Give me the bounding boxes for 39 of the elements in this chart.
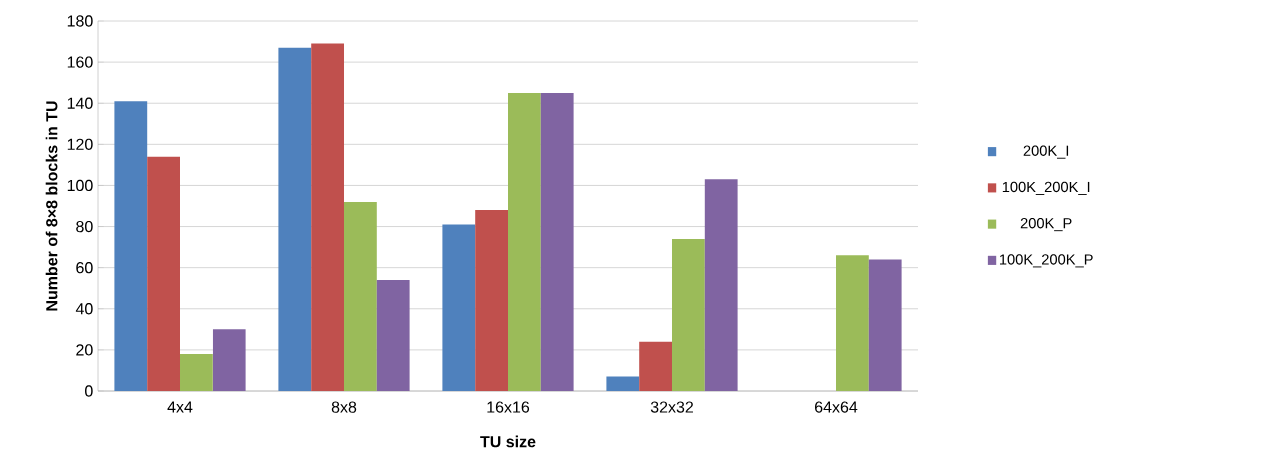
bar [442, 224, 476, 391]
y-tick-label: 80 [76, 220, 93, 233]
bar [639, 341, 672, 391]
bar [836, 255, 869, 391]
legend-label: 200K_I [1023, 145, 1069, 159]
y-tick-label: 180 [67, 15, 93, 27]
bar [212, 329, 246, 391]
y-tick-label: 100 [67, 179, 93, 192]
y-axis-title: Number of 8×8 blocks in TU [45, 101, 58, 311]
bar [344, 201, 377, 391]
x-axis-title: TU size [480, 435, 536, 448]
y-tick-label: 40 [75, 303, 93, 315]
y-tick-label: 60 [76, 262, 93, 274]
x-tick-label: 8x8 [331, 401, 357, 413]
y-tick-label: 0 [85, 385, 93, 397]
x-tick-label: 64x64 [815, 401, 858, 413]
bar [672, 238, 705, 391]
x-tick-label: 32x32 [650, 401, 693, 413]
y-tick-label: 140 [67, 97, 93, 109]
bar [278, 47, 312, 391]
x-tick-label: 16x16 [487, 401, 530, 413]
bar [868, 259, 902, 391]
legend-label: 200K_P [1020, 218, 1072, 232]
bar [147, 156, 180, 391]
bar [704, 179, 738, 391]
bar [606, 376, 640, 391]
bar [540, 92, 574, 391]
bar [114, 101, 148, 391]
bar [311, 43, 344, 391]
bar [475, 210, 508, 391]
legend-label: 100K_200K_P [999, 254, 1093, 268]
legend-label: 100K_200K_I [1002, 181, 1090, 195]
y-tick-label: 20 [76, 344, 93, 356]
x-tick-label: 4x4 [167, 401, 193, 413]
bar [180, 354, 213, 391]
y-tick-label: 120 [67, 138, 93, 150]
bar [376, 280, 410, 391]
y-tick-label: 160 [67, 56, 93, 68]
bar [508, 92, 541, 391]
